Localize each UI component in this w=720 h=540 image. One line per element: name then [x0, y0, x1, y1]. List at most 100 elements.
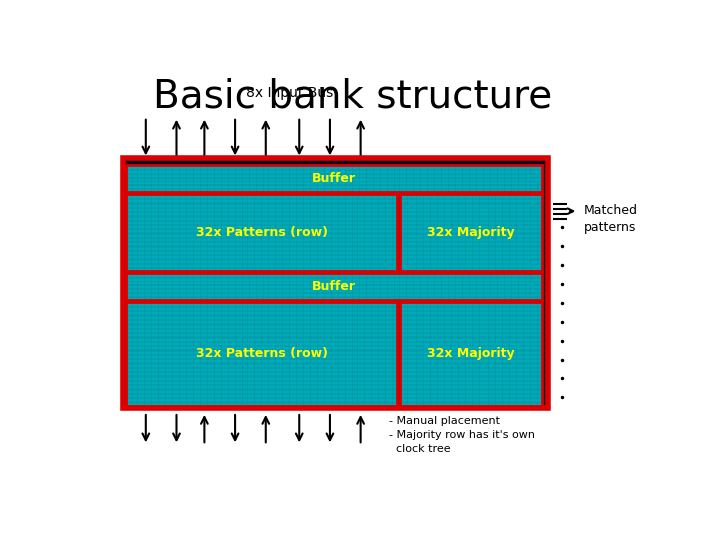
Bar [124, 246, 547, 249]
Bar [124, 318, 547, 321]
Bar [126, 302, 397, 406]
Bar [124, 274, 547, 277]
Text: Buffer: Buffer [312, 280, 356, 293]
Bar [124, 386, 547, 389]
Bar [124, 183, 547, 186]
Bar [124, 289, 547, 293]
Bar [124, 168, 547, 171]
Bar [124, 361, 547, 364]
Bar [400, 194, 542, 271]
Bar [124, 299, 547, 302]
Bar [124, 177, 547, 180]
Bar [124, 239, 547, 242]
Bar [124, 227, 547, 230]
Bar [124, 199, 547, 202]
Bar [124, 265, 547, 267]
Bar [124, 402, 547, 404]
Bar [124, 180, 547, 183]
Text: 32x Majority: 32x Majority [427, 226, 515, 239]
Bar [124, 261, 547, 265]
Text: Basic bank structure: Basic bank structure [153, 77, 552, 115]
Bar [124, 370, 547, 374]
Bar [124, 221, 547, 224]
Bar [124, 224, 547, 227]
Bar [124, 374, 547, 377]
Bar [124, 293, 547, 295]
Bar [124, 404, 547, 408]
Bar [124, 158, 547, 408]
Text: 8x Input Bus: 8x Input Bus [246, 86, 333, 100]
Bar [124, 352, 547, 355]
Bar [124, 158, 547, 408]
Bar [126, 302, 397, 406]
Bar [126, 165, 542, 192]
Bar [124, 233, 547, 237]
Bar [124, 302, 547, 305]
Bar [124, 252, 547, 255]
Bar [124, 193, 547, 196]
Bar [124, 237, 547, 239]
Bar [124, 205, 547, 208]
Bar [124, 214, 547, 218]
Bar [124, 230, 547, 233]
Bar [126, 273, 542, 300]
Bar [124, 367, 547, 370]
Bar [124, 330, 547, 333]
Bar [124, 336, 547, 339]
Bar [124, 280, 547, 283]
Text: Matched
patterns: Matched patterns [584, 204, 638, 234]
Bar [124, 171, 547, 174]
Bar [124, 202, 547, 205]
Bar [124, 333, 547, 336]
Bar [124, 308, 547, 311]
Text: Buffer: Buffer [312, 172, 356, 185]
Bar [124, 377, 547, 380]
Bar [124, 321, 547, 323]
Bar [124, 196, 547, 199]
Bar [124, 255, 547, 258]
Bar [124, 295, 547, 299]
Bar [124, 327, 547, 330]
Bar [124, 190, 547, 193]
Bar [124, 339, 547, 342]
Bar [400, 302, 542, 406]
Bar [124, 277, 547, 280]
Text: 32x Patterns (row): 32x Patterns (row) [196, 226, 328, 239]
Bar [124, 305, 547, 308]
Bar [124, 208, 547, 211]
Bar [124, 342, 547, 346]
Bar [124, 161, 547, 165]
Text: 32x Majority: 32x Majority [427, 347, 515, 360]
Bar [400, 194, 542, 271]
Bar [400, 302, 542, 406]
Bar [124, 358, 547, 361]
Bar [126, 273, 542, 300]
Bar [124, 349, 547, 352]
Bar [124, 364, 547, 367]
Bar [124, 399, 547, 402]
Bar [126, 194, 397, 271]
Text: 32x Patterns (row): 32x Patterns (row) [196, 347, 328, 360]
Bar [124, 355, 547, 358]
Bar [124, 158, 547, 161]
Bar [126, 194, 397, 271]
Bar [124, 242, 547, 246]
Bar [124, 211, 547, 214]
Bar [124, 395, 547, 399]
Bar [126, 165, 542, 192]
Bar [124, 383, 547, 386]
Bar [124, 165, 547, 168]
Bar [124, 389, 547, 392]
Bar [124, 392, 547, 395]
Bar [124, 311, 547, 314]
Bar [124, 283, 547, 286]
Bar [124, 380, 547, 383]
Bar [124, 267, 547, 271]
Bar [124, 271, 547, 274]
Bar [124, 249, 547, 252]
Bar [124, 323, 547, 327]
Text: - Manual placement
- Majority row has it's own
  clock tree: - Manual placement - Majority row has it… [389, 416, 534, 454]
Bar [124, 174, 547, 177]
Bar [124, 346, 547, 349]
Bar [124, 314, 547, 318]
